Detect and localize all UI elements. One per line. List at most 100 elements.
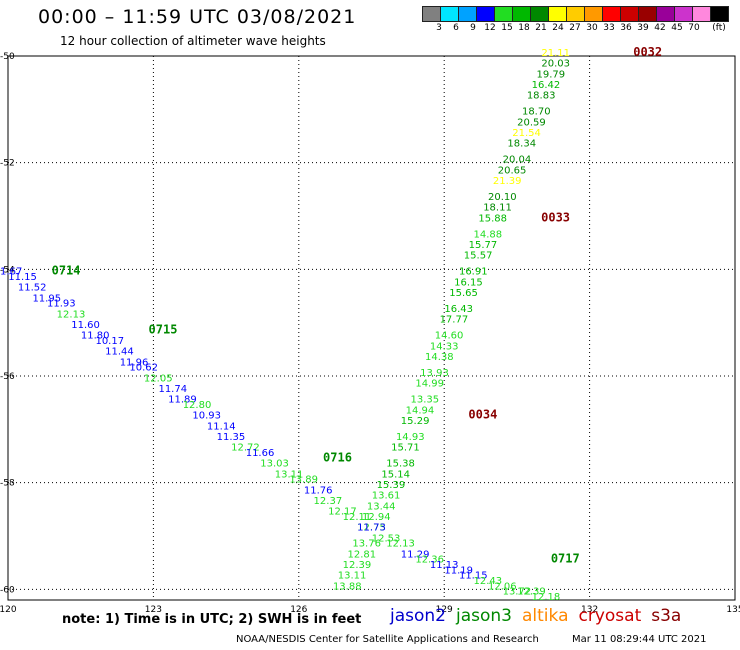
pass-time-label: 0032 — [633, 45, 662, 59]
swh-value: 12.37 — [314, 496, 343, 507]
swh-value: 10.93 — [192, 411, 221, 422]
swh-value: 12.36 — [415, 555, 444, 566]
swh-value: 15.29 — [401, 416, 430, 427]
x-tick-label: 129 — [436, 605, 453, 615]
swh-value: 12.11 — [343, 512, 372, 523]
swh-value: 20.10 — [488, 192, 517, 203]
swh-value: 15.65 — [449, 288, 478, 299]
pass-time-label: 0033 — [541, 210, 570, 224]
swh-value: 11.19 — [444, 565, 473, 576]
swh-value: 12.13 — [57, 309, 86, 320]
swh-value: 12.81 — [347, 549, 376, 560]
swh-value: 11.67 — [0, 267, 22, 278]
swh-value: 12.39 — [517, 587, 546, 598]
swh-value: 11.29 — [401, 549, 430, 560]
satellite-name: s3a — [651, 606, 682, 626]
legend-label: 9 — [470, 23, 476, 33]
swh-value: 16.43 — [444, 304, 473, 315]
swh-value: 14.38 — [425, 352, 454, 363]
x-tick-label: 123 — [145, 605, 162, 615]
y-tick-label: -50 — [0, 52, 15, 62]
legend-label: 15 — [501, 23, 513, 33]
legend-label: 39 — [637, 23, 649, 33]
swh-value: 11.44 — [105, 347, 134, 358]
legend-label: 12 — [484, 23, 496, 33]
x-tick-label: 135 — [726, 605, 740, 615]
y-tick-label: -54 — [0, 265, 15, 275]
swh-value: 12.18 — [532, 592, 561, 603]
swh-value: 16.15 — [454, 277, 483, 288]
swh-value: 12.94 — [362, 512, 391, 523]
legend-label: 24 — [552, 23, 564, 33]
y-tick-label: -58 — [0, 479, 15, 489]
swh-value: 18.34 — [507, 139, 536, 150]
swh-value: 14.94 — [406, 405, 435, 416]
swh-value: 11.96 — [120, 357, 149, 368]
swh-value: 14.99 — [415, 379, 444, 390]
swh-value: 19.79 — [537, 69, 566, 80]
swh-value: 21.54 — [512, 128, 541, 139]
swh-value: 12.05 — [144, 373, 173, 384]
swh-value: 18.70 — [522, 107, 551, 118]
swh-value: 10.62 — [129, 363, 158, 374]
pass-time-label: 0717 — [551, 552, 580, 566]
swh-value: 20.59 — [517, 117, 546, 128]
legend-swatch — [710, 6, 729, 22]
swh-value: 18.11 — [483, 203, 512, 214]
swh-value: 13.88 — [333, 581, 362, 592]
swh-value: 13.11 — [338, 571, 367, 582]
page-title: 00:00 – 11:59 UTC 03/08/2021 — [38, 6, 357, 28]
legend-label: 18 — [518, 23, 530, 33]
swh-value: 20.03 — [541, 59, 570, 70]
legend-label: 45 — [671, 23, 683, 33]
swh-value: 11.15 — [8, 272, 37, 283]
pass-time-label: 0034 — [468, 408, 497, 422]
swh-value: 15.38 — [386, 459, 415, 470]
swh-value: 11.35 — [217, 432, 246, 443]
swh-value: 11.76 — [304, 485, 333, 496]
swh-value: 13.61 — [372, 491, 401, 502]
y-tick-label: -56 — [0, 372, 15, 382]
swh-value: 16.91 — [459, 267, 488, 278]
swh-value: 15.71 — [391, 443, 420, 454]
satellite-name: jason3 — [456, 606, 512, 626]
swh-value: 13.11 — [275, 469, 304, 480]
swh-value: 11.73 — [357, 523, 386, 534]
satellite-name: altika — [522, 606, 569, 626]
credit-text: NOAA/NESDIS Center for Satellite Applica… — [236, 634, 539, 645]
satellite-legend: jason2 jason3 altika cryosat s3a — [390, 606, 691, 626]
swh-value: 12.13 — [386, 539, 415, 550]
swh-value: 11.93 — [47, 299, 76, 310]
y-tick-label: -52 — [0, 159, 15, 169]
swh-value: 17.77 — [440, 315, 469, 326]
satellite-name: jason2 — [390, 606, 446, 626]
legend-label: 27 — [569, 23, 581, 33]
swh-value: 15.39 — [377, 480, 406, 491]
swh-value: 14.88 — [473, 229, 502, 240]
swh-value: 21.11 — [541, 48, 570, 59]
x-tick-label: 126 — [290, 605, 307, 615]
legend-label: 42 — [654, 23, 666, 33]
swh-value: 12.39 — [343, 560, 372, 571]
swh-value: 13.44 — [367, 501, 396, 512]
swh-value: 12.06 — [488, 581, 517, 592]
y-tick-label: -60 — [0, 585, 15, 595]
color-legend — [422, 6, 729, 22]
swh-value: 20.65 — [498, 165, 527, 176]
swh-value: 12.17 — [328, 507, 357, 518]
swh-value: 20.04 — [503, 155, 532, 166]
swh-value: 14.60 — [435, 331, 464, 342]
legend-label: 3 — [436, 23, 442, 33]
swh-value: 14.93 — [396, 432, 425, 443]
legend-label: 33 — [603, 23, 615, 33]
swh-value: 12.75 — [357, 523, 386, 534]
page-subtitle: 12 hour collection of altimeter wave hei… — [60, 34, 326, 48]
units-note: note: 1) Time is in UTC; 2) SWH is in fe… — [62, 612, 362, 627]
swh-value: 11.95 — [32, 293, 61, 304]
swh-value: 14.33 — [430, 341, 459, 352]
swh-value: 11.52 — [18, 283, 47, 294]
swh-value: 12.43 — [473, 576, 502, 587]
swh-value: 13.72 — [503, 587, 532, 598]
legend-label: 70 — [688, 23, 700, 33]
